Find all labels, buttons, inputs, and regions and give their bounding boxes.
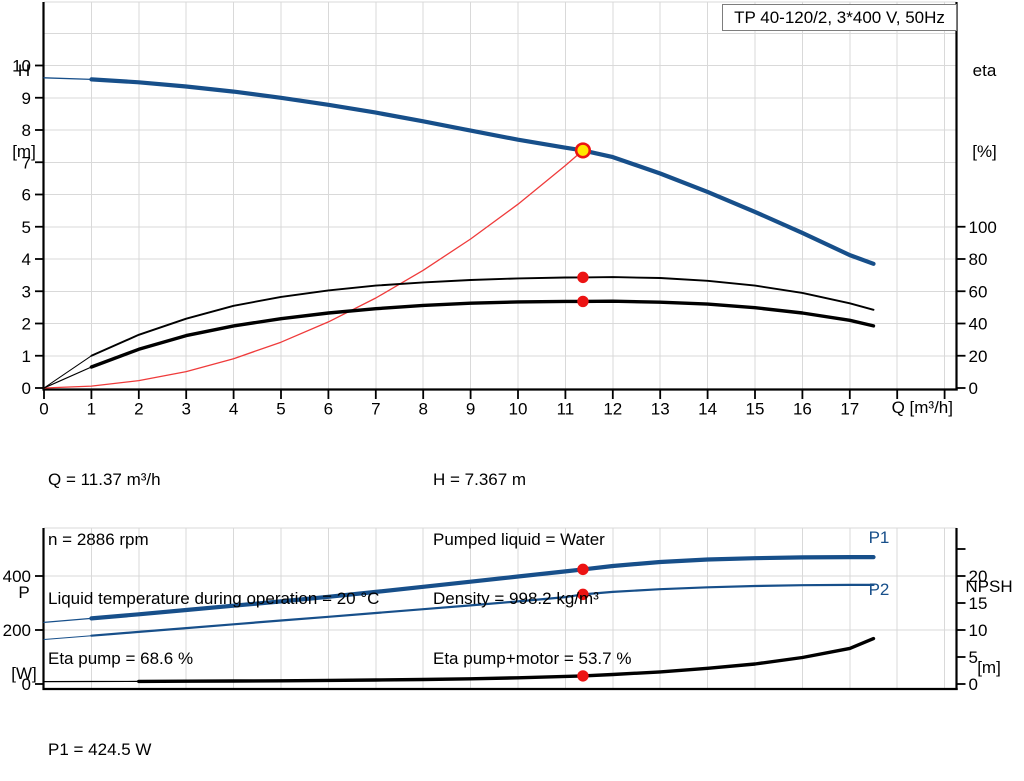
tick-label-left: 8 [22, 121, 31, 140]
tick-label-x: 4 [229, 400, 238, 419]
info-head: H = 7.367 m [433, 470, 527, 489]
q-axis-label: Q [m³/h] [891, 398, 953, 417]
info-block-right: H = 7.367 m Pumped liquid = Water Densit… [433, 430, 631, 709]
npsh-curve [137, 636, 876, 684]
npsh-point [577, 670, 589, 682]
tick-label-right: 0 [969, 379, 978, 398]
p1-curve-label: P1 [868, 528, 890, 547]
eta-axis-quantity: eta [972, 61, 997, 80]
tick-label-left: 0 [22, 379, 31, 398]
tick-label-left: 9 [22, 89, 31, 108]
eta-pump-point [577, 271, 589, 284]
tick-label-left: 7 [22, 153, 31, 172]
eta-pump-motor-curve [43, 366, 93, 389]
tick-label-left: 4 [22, 250, 31, 269]
tick-label-x: 11 [557, 400, 575, 419]
tick-label-right: 60 [969, 282, 988, 301]
tick-label-x: 3 [181, 400, 190, 419]
tick-label-right: 80 [969, 250, 988, 269]
tick-label-left: 3 [22, 282, 31, 301]
tick-label-left: 5 [22, 218, 31, 237]
tick-label-x: 8 [418, 400, 427, 419]
info-density: Density = 998.2 kg/m³ [433, 589, 599, 609]
h-axis-label: H [m] [6, 3, 42, 219]
tick-label-left: 10 [12, 57, 31, 76]
p2-curve-label: P2 [868, 580, 890, 599]
tick-label-x: 17 [840, 400, 859, 419]
tick-label-x: 14 [698, 400, 717, 419]
info-pumped-liquid: Pumped liquid = Water [433, 529, 605, 549]
npsh-axis-quantity: NPSH [965, 577, 1013, 596]
result-block: P1 = 424.5 W P2 = 331.9 W NPSH = 1.5 m [48, 700, 157, 781]
tick-label-x: 13 [651, 400, 670, 419]
info-block-left: Q = 11.37 m³/h n = 2886 rpm Liquid tempe… [48, 430, 379, 709]
info-liquid-temperature: Liquid temperature during operation = 20… [48, 589, 380, 609]
tick-label-left: 0 [22, 675, 31, 694]
system-curve [43, 149, 584, 389]
h-axis-unit: [m] [12, 142, 36, 161]
p2-curve [43, 635, 92, 640]
eta-pump-motor-point [577, 295, 589, 308]
tick-label-x: 12 [603, 400, 622, 419]
p1-curve [43, 617, 93, 624]
tick-label-x: 6 [324, 400, 333, 419]
eta-pump-curve [90, 276, 875, 357]
info-q: Q = 11.37 m³/h [48, 470, 161, 489]
eta-pump-curve [43, 355, 92, 389]
pump-curve [89, 77, 876, 266]
tick-label-x: 2 [134, 400, 143, 419]
power-npsh-chart: 0 200 400 0 5 10 15 20 [3, 527, 988, 694]
tick-label-x: 0 [39, 400, 48, 419]
p-axis-quantity: P [18, 583, 30, 602]
eta-axis-unit: [%] [972, 142, 997, 161]
tick-label-right: 0 [969, 675, 978, 694]
tick-label-left: 400 [3, 567, 31, 586]
tick-label-left: 200 [3, 621, 31, 640]
tick-label-right: 5 [969, 648, 978, 667]
tick-label-left: 1 [22, 347, 31, 366]
pump-curve [43, 77, 93, 81]
p2-point [577, 588, 589, 601]
tick-label-right: 100 [969, 218, 997, 237]
tick-label-x: 1 [87, 400, 96, 419]
info-speed: n = 2886 rpm [48, 529, 149, 549]
p1-point [577, 563, 589, 576]
p-axis-unit: [W] [11, 664, 37, 683]
tick-label-x: 5 [276, 400, 285, 419]
info-eta-pump: Eta pump = 68.6 % [48, 649, 194, 669]
p2-curve [90, 583, 875, 637]
tick-label-right: 10 [969, 621, 988, 640]
tick-label-right: 40 [969, 315, 988, 334]
npsh-axis-label: NPSH [m] [958, 519, 1020, 735]
eta-pump-motor-curve [89, 299, 876, 369]
tick-label-right: 20 [969, 347, 988, 366]
info-eta-pump-motor: Eta pump+motor = 53.7 % [433, 649, 632, 669]
tick-label-right: 15 [969, 594, 988, 613]
tick-label-x: 16 [793, 400, 812, 419]
duty-point [574, 142, 592, 159]
tick-label-left: 6 [22, 186, 31, 205]
npsh-axis-unit: [m] [977, 658, 1001, 677]
result-p1: P1 = 424.5 W [48, 740, 152, 759]
p-axis-label: P [W] [6, 525, 42, 741]
eta-axis-label: eta [%] [962, 3, 1007, 219]
tick-label-x: 15 [746, 400, 765, 419]
tick-label-x: 7 [371, 400, 380, 419]
tick-label-x: 10 [509, 400, 528, 419]
tick-label-x: 9 [466, 400, 475, 419]
tick-label-right: 20 [969, 567, 988, 586]
tick-label-left: 2 [22, 315, 31, 334]
h-axis-quantity: H [17, 61, 31, 80]
p1-curve [89, 554, 876, 621]
pump-title-box: TP 40-120/2, 3*400 V, 50Hz [722, 4, 957, 31]
